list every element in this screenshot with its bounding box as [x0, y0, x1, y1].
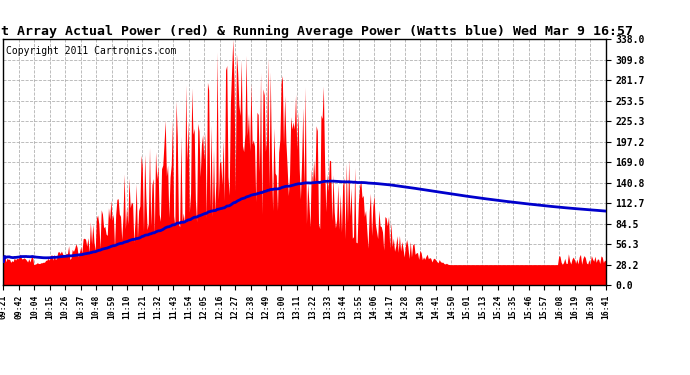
Title: East Array Actual Power (red) & Running Average Power (Watts blue) Wed Mar 9 16:: East Array Actual Power (red) & Running … [0, 25, 633, 38]
Text: Copyright 2011 Cartronics.com: Copyright 2011 Cartronics.com [6, 45, 177, 56]
